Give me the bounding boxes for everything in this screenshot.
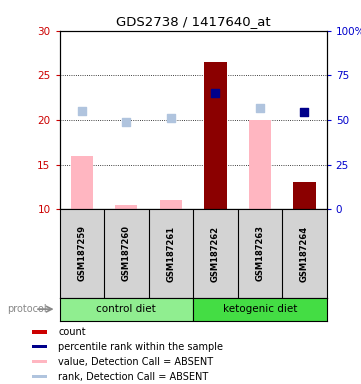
FancyBboxPatch shape xyxy=(32,345,47,348)
Text: GSM187259: GSM187259 xyxy=(77,225,86,281)
FancyBboxPatch shape xyxy=(32,360,47,363)
Bar xyxy=(160,200,182,209)
Bar xyxy=(293,182,316,209)
Text: value, Detection Call = ABSENT: value, Detection Call = ABSENT xyxy=(58,357,213,367)
Point xyxy=(79,108,85,114)
Point xyxy=(123,119,129,125)
Text: GSM187261: GSM187261 xyxy=(166,225,175,281)
FancyBboxPatch shape xyxy=(32,375,47,378)
Bar xyxy=(115,205,138,209)
Text: rank, Detection Call = ABSENT: rank, Detection Call = ABSENT xyxy=(58,372,208,382)
Point xyxy=(301,109,307,115)
Title: GDS2738 / 1417640_at: GDS2738 / 1417640_at xyxy=(116,15,270,28)
Text: GSM187262: GSM187262 xyxy=(211,225,220,281)
Point xyxy=(257,105,263,111)
Text: percentile rank within the sample: percentile rank within the sample xyxy=(58,342,223,352)
Text: count: count xyxy=(58,327,86,337)
Bar xyxy=(249,120,271,209)
Text: ketogenic diet: ketogenic diet xyxy=(223,304,297,314)
Text: GSM187263: GSM187263 xyxy=(256,225,264,281)
Text: GSM187260: GSM187260 xyxy=(122,225,131,281)
Text: control diet: control diet xyxy=(96,304,156,314)
FancyBboxPatch shape xyxy=(32,330,47,334)
Point xyxy=(168,115,174,121)
Text: GSM187264: GSM187264 xyxy=(300,225,309,281)
Point xyxy=(213,90,218,96)
Bar xyxy=(204,62,227,209)
Bar xyxy=(71,156,93,209)
Text: protocol: protocol xyxy=(7,304,47,314)
